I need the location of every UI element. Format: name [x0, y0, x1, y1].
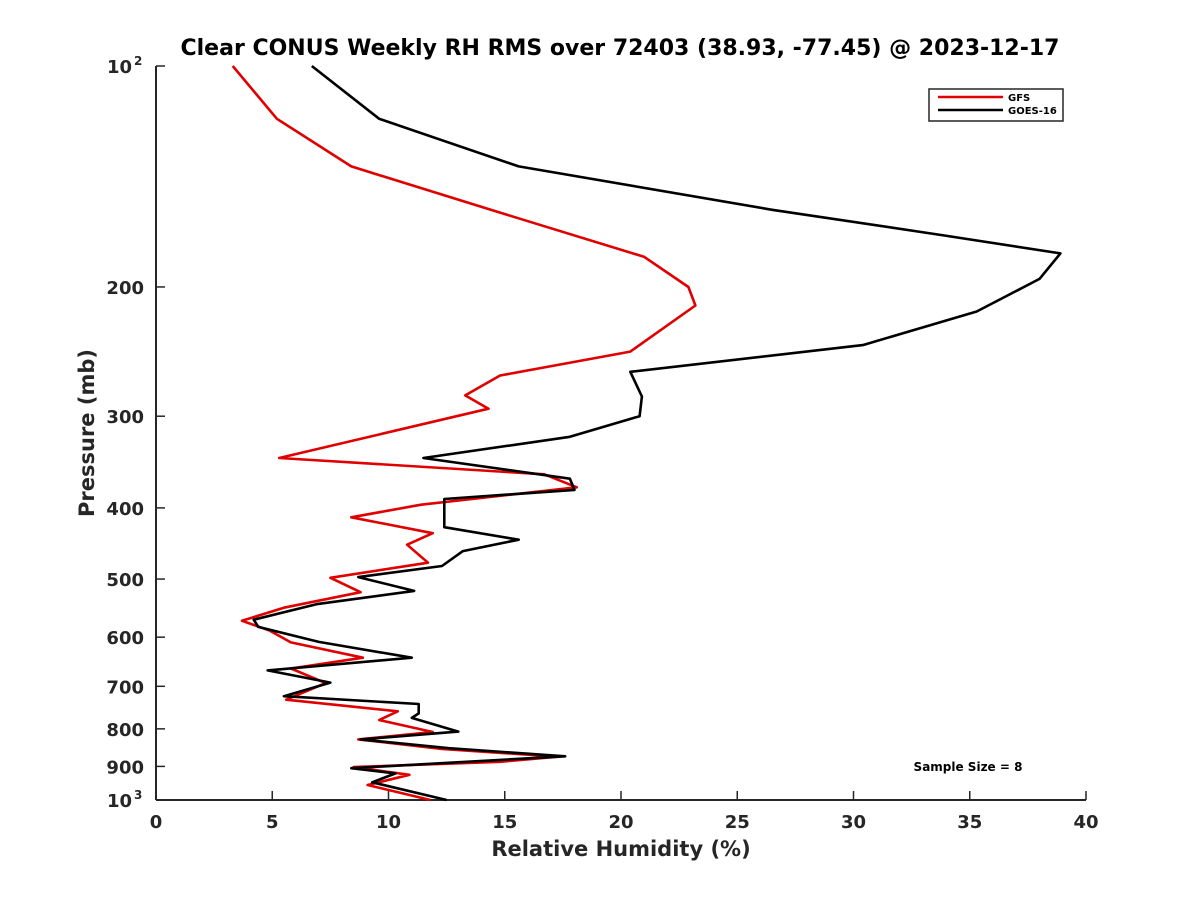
x-tick-label: 30 — [841, 812, 866, 833]
x-tick-label: 20 — [608, 812, 633, 833]
y-tick-label: 500 — [106, 570, 144, 591]
x-tick-label: 40 — [1073, 812, 1098, 833]
legend-label-goes16: GOES-16 — [1008, 106, 1057, 117]
x-tick-label: 0 — [150, 812, 163, 833]
y-tick-label: 800 — [106, 720, 144, 741]
y-tick-label: 10 — [107, 57, 132, 78]
x-axis-ticks: 0 5 10 15 20 25 30 35 40 — [150, 791, 1099, 833]
y-tick-label: 400 — [106, 499, 144, 520]
sample-size-note: Sample Size = 8 — [914, 760, 1023, 774]
y-tick-label: 600 — [106, 628, 144, 649]
y-tick-exponent: 2 — [134, 54, 142, 68]
y-tick-exponent: 3 — [134, 788, 142, 802]
y-tick-label: 10 — [107, 791, 132, 812]
legend-label-gfs: GFS — [1008, 93, 1030, 104]
legend: GFS GOES-16 — [928, 88, 1064, 122]
x-tick-label: 5 — [266, 812, 279, 833]
y-tick-label: 700 — [106, 677, 144, 698]
y-tick-label: 900 — [106, 757, 144, 778]
x-tick-label: 10 — [376, 812, 401, 833]
y-axis-label: Pressure (mb) — [75, 349, 99, 517]
chart-title: Clear CONUS Weekly RH RMS over 72403 (38… — [181, 36, 1060, 61]
x-axis-label: Relative Humidity (%) — [491, 837, 750, 861]
series-line-goes16 — [252, 64, 1062, 802]
series-layer — [231, 64, 1062, 802]
x-tick-label: 35 — [957, 812, 982, 833]
y-tick-label: 200 — [106, 278, 144, 299]
x-tick-label: 15 — [492, 812, 517, 833]
y-tick-label: 300 — [106, 407, 144, 428]
legend-box — [928, 88, 1064, 122]
x-tick-label: 25 — [725, 812, 750, 833]
